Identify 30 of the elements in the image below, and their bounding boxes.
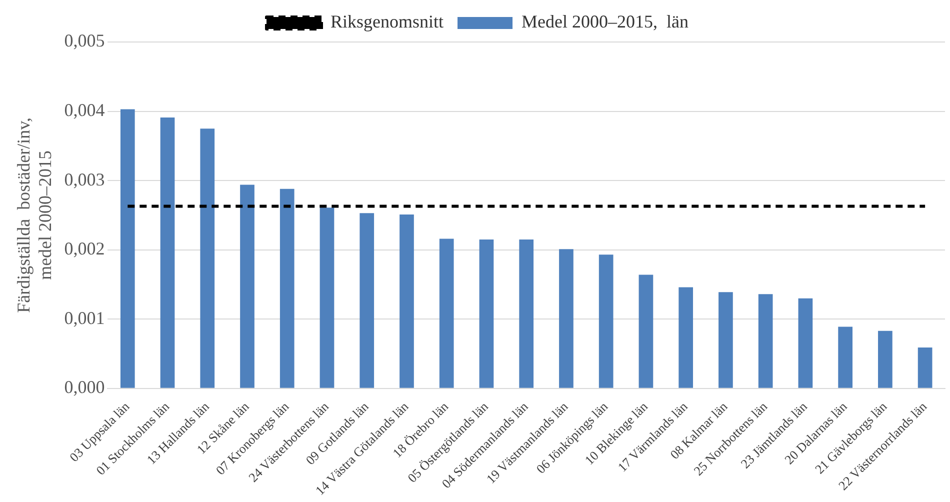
bar — [200, 128, 215, 388]
bar — [718, 292, 733, 388]
y-tick-label: 0,003 — [64, 169, 105, 190]
bar — [878, 330, 892, 388]
bar — [360, 213, 374, 388]
bar — [519, 239, 534, 388]
legend-label: Medel 2000–2015, län — [522, 12, 688, 32]
bar — [678, 287, 694, 388]
bar — [240, 184, 254, 388]
y-tick-label: 0,002 — [64, 238, 105, 259]
bar — [479, 239, 494, 388]
bar — [160, 118, 175, 388]
y-axis-title: Färdigställda bostäder/inv, medel 2000–2015 — [14, 118, 56, 313]
bar — [280, 188, 294, 388]
bar — [838, 326, 852, 388]
bar — [758, 294, 773, 388]
bar — [918, 348, 932, 388]
bar — [120, 109, 135, 388]
bar — [638, 274, 654, 388]
y-tick-label: 0,000 — [64, 377, 105, 398]
y-tick-label: 0,004 — [64, 100, 105, 120]
bar — [798, 298, 813, 388]
bar — [439, 238, 454, 388]
bar — [598, 254, 614, 388]
bar — [320, 208, 334, 388]
bar — [559, 249, 574, 388]
bar — [400, 214, 414, 388]
y-tick-label: 0,001 — [64, 308, 105, 328]
y-tick-label: 0,005 — [64, 30, 105, 51]
legend-label: Riksgenomsnitt — [330, 12, 444, 32]
